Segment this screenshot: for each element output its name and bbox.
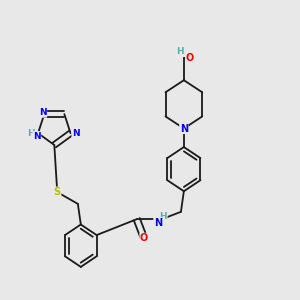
Text: H: H xyxy=(159,212,167,221)
Text: N: N xyxy=(72,129,80,138)
Text: N: N xyxy=(33,132,41,141)
Text: O: O xyxy=(140,233,148,243)
Text: H: H xyxy=(176,47,184,56)
Text: N: N xyxy=(39,108,46,117)
Text: S: S xyxy=(54,187,61,197)
Text: H: H xyxy=(27,129,34,138)
Text: N: N xyxy=(180,124,188,134)
Text: O: O xyxy=(186,52,194,62)
Text: N: N xyxy=(154,218,162,228)
